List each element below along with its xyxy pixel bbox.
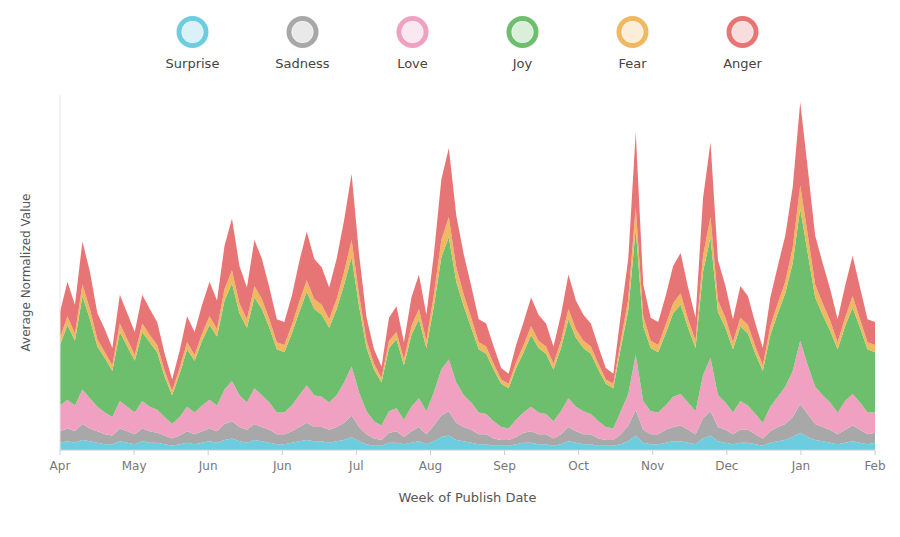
chart: Apr May Jun Jun Jul Aug Sep Oct Nov Dec Jan Feb Week… (0, 0, 900, 537)
x-tick (726, 450, 727, 455)
legend-label: Fear (618, 56, 647, 71)
x-tick-label: Jan (791, 459, 811, 473)
legend-item: Love (397, 16, 429, 71)
area (60, 102, 875, 391)
x-tick (356, 450, 357, 455)
legend-item: Fear (617, 16, 649, 71)
legend-inner (292, 21, 314, 43)
legend-inner (732, 21, 754, 43)
legend-label: Joy (512, 56, 533, 71)
legend-face (182, 22, 203, 43)
x-tick-label: Jun (272, 459, 292, 473)
legend-item: Sadness (275, 16, 329, 71)
x-tick (134, 450, 135, 455)
x-tick-label: Oct (568, 459, 589, 473)
x-tick-label: Dec (715, 459, 738, 473)
x-tick (652, 450, 653, 455)
x-tick (208, 450, 209, 455)
legend-item: Anger (723, 16, 762, 71)
x-tick-label: Sep (493, 459, 516, 473)
legend-item: Surprise (166, 16, 220, 71)
legend-label: Anger (723, 56, 762, 71)
legend-inner (402, 21, 424, 43)
legend-face (292, 22, 313, 43)
x-ticks: Apr May Jun Jun Jul Aug Sep Oct Nov Dec Jan Feb (50, 450, 886, 473)
x-tick-label: Aug (419, 459, 442, 473)
legend-face (402, 22, 423, 43)
legend-label: Love (397, 56, 428, 71)
x-tick (430, 450, 431, 455)
legend-face (622, 22, 643, 43)
x-tick-label: Jun (198, 459, 218, 473)
legend-inner (622, 21, 644, 43)
x-axis-line (60, 450, 875, 451)
x-tick (282, 450, 283, 455)
legend-face (512, 22, 533, 43)
x-tick-label: Jul (348, 459, 363, 473)
legend-label: Sadness (275, 56, 329, 71)
legend-inner (182, 21, 204, 43)
legend-ring (617, 16, 649, 48)
x-tick (60, 450, 61, 455)
x-tick (800, 450, 801, 455)
x-tick (578, 450, 579, 455)
x-tick-label: Apr (50, 459, 71, 473)
legend-ring (397, 16, 429, 48)
x-tick (504, 450, 505, 455)
x-tick-label: Nov (641, 459, 664, 473)
y-axis-label: Average Normalized Value (19, 194, 33, 352)
y-axis-line (60, 95, 61, 450)
legend-ring (727, 16, 759, 48)
x-tick (875, 450, 876, 455)
legend-face (732, 22, 753, 43)
legend-inner (512, 21, 534, 43)
x-tick-label: May (122, 459, 147, 473)
areas (60, 102, 875, 450)
x-axis-label: Week of Publish Date (399, 490, 537, 505)
legend-ring (177, 16, 209, 48)
legend-ring (507, 16, 539, 48)
legend-label: Surprise (166, 56, 220, 71)
x-tick-label: Feb (864, 459, 885, 473)
legend: Surprise Sadness Love Joy Fear Anger (166, 16, 763, 71)
legend-item: Joy (507, 16, 539, 71)
legend-ring (287, 16, 319, 48)
